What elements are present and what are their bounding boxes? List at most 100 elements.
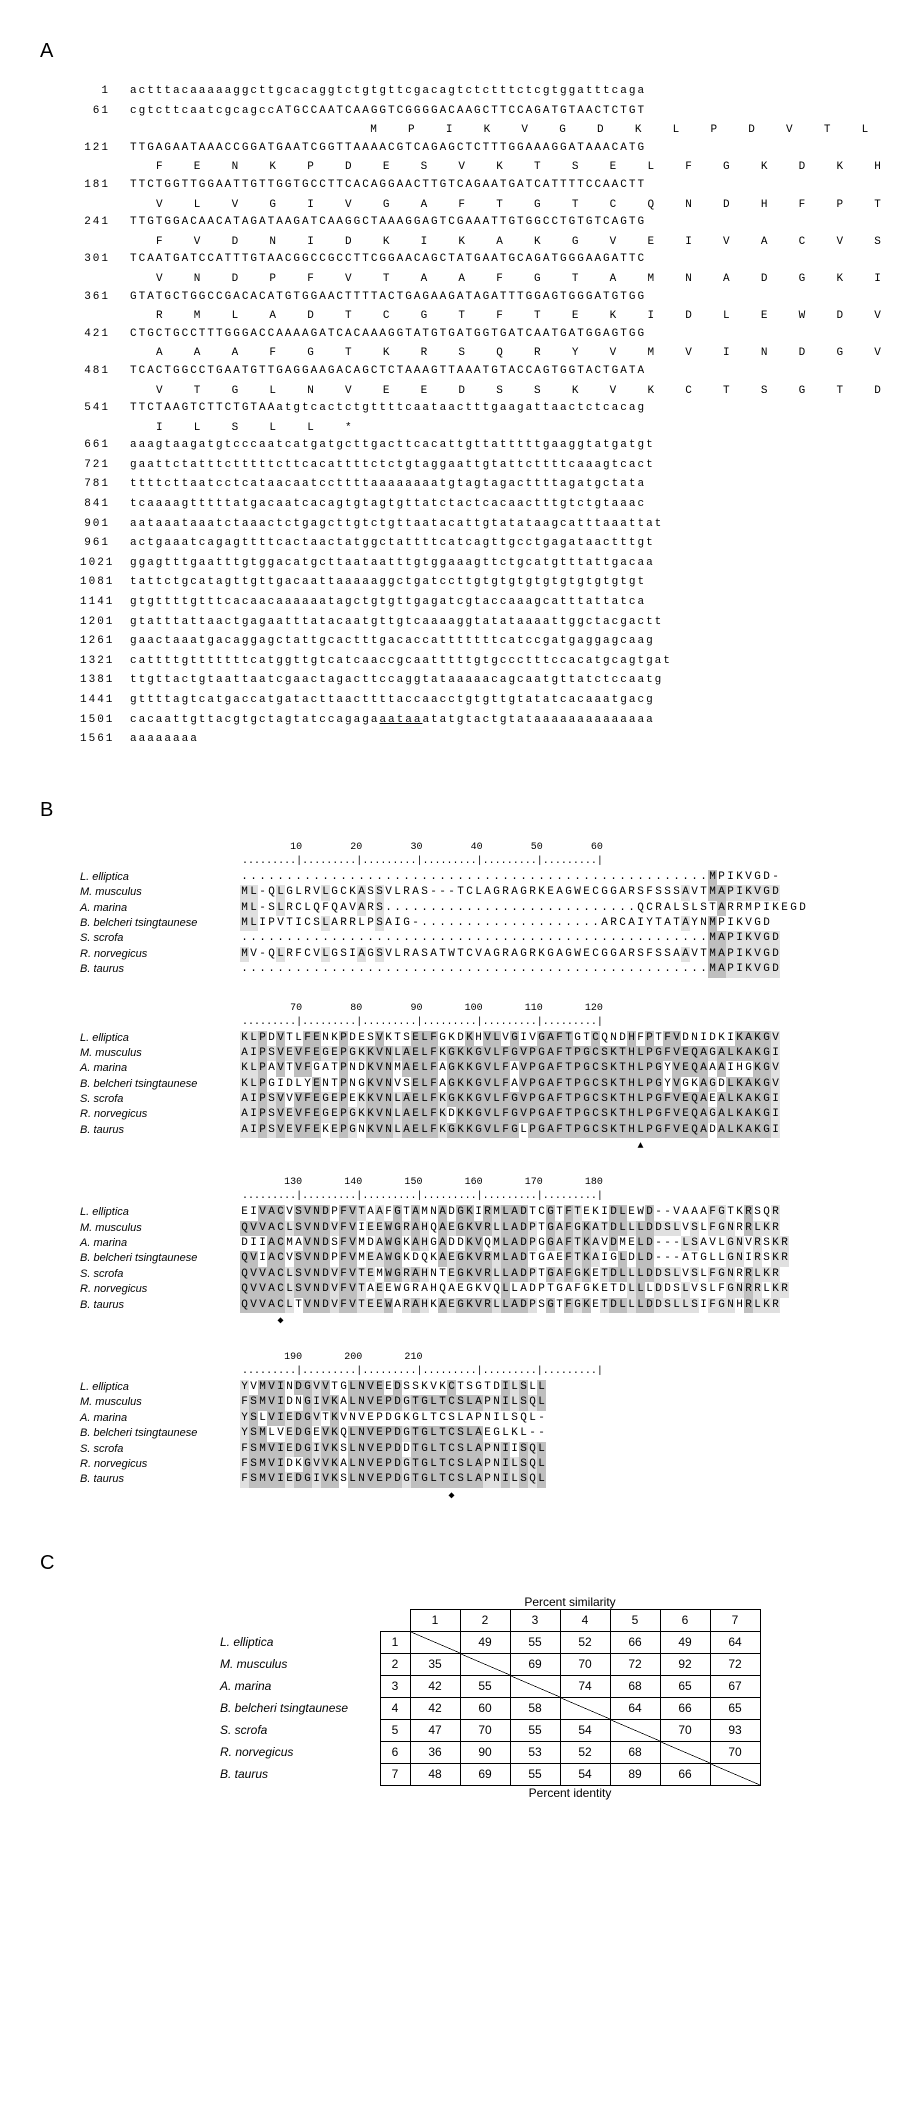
nucleotide-sequence: TTGTGGACAACATAGATAAGATCAAGGCTAAAGGAGTCGA…	[130, 214, 646, 232]
matrix-cell: 74	[560, 1675, 610, 1697]
sequence-position: 961	[80, 535, 130, 553]
species-name: R. norvegicus	[80, 947, 240, 962]
sequence-row: 1441gttttagtcatgaccatgatacttaacttttaccaa…	[80, 692, 884, 710]
sequence-row: 301TCAATGATCCATTTGTAACGGCCGCCTTCGGAACAGC…	[80, 251, 884, 269]
alignment-row: S. scrofaFSMVIEDGIVKSLNVEPDDTGLTCSLAPNII…	[80, 1442, 884, 1457]
row-index: 6	[380, 1741, 410, 1763]
alignment-block-3: 130 140 150 160 170 180 .........|......…	[80, 1177, 884, 1327]
aligned-sequence: QVVACLTVNDVFVTEEWARAHKAEGKVRLLADPSGTFGKE…	[240, 1298, 780, 1313]
species-name: B. belcheri tsingtaunese	[220, 1697, 380, 1719]
amino-acid-translation: F E N K P D E S V K T S E L F G K D K H	[150, 159, 884, 177]
aligned-sequence: DIIACMAVNDSFVMDAWGKAHGADDKVQMLADPGGAFTKA…	[240, 1236, 789, 1251]
aligned-sequence: AIPSVVVFEGEPEKKVNLAELFKGKKGVLFGVPGAFTPGC…	[240, 1092, 780, 1107]
matrix-cell: 49	[460, 1631, 510, 1653]
matrix-cell: 70	[560, 1653, 610, 1675]
matrix-cell: 54	[560, 1719, 610, 1741]
sequence-position: 301	[80, 251, 130, 269]
matrix-cell	[410, 1631, 460, 1653]
matrix-cell: 66	[660, 1697, 710, 1719]
aligned-sequence: KLPAVTVFGATPNDKVNMAELFAGKKGVLFAVPGAFTPGC…	[240, 1061, 780, 1076]
matrix-cell: 42	[410, 1675, 460, 1697]
alignment-block-1: 10 20 30 40 50 60 .........|.........|..…	[80, 842, 884, 978]
sequence-row: 361GTATGCTGGCCGACACATGTGGAACTTTTACTGAGAA…	[80, 289, 884, 307]
species-name: L. elliptica	[220, 1631, 380, 1653]
table-row: B. taurus7486955548966	[220, 1763, 760, 1785]
sequence-row: 781ttttcttaatcctcataacaatccttttaaaaaaaat…	[80, 476, 884, 494]
alignment-row: S. scrofaQVVACLSVNDVFVTEMWGRAHNTEGKVRLLA…	[80, 1267, 884, 1282]
sequence-row: 241TTGTGGACAACATAGATAAGATCAAGGCTAAAGGAGT…	[80, 214, 884, 232]
amino-acid-translation: F V D N I D K I K A K G V E I V A C V S	[150, 234, 884, 252]
alignment-ruler: .........|.........|.........|.........|…	[240, 1191, 603, 1203]
species-name: M. musculus	[80, 1046, 240, 1061]
species-name: R. norvegicus	[80, 1457, 240, 1472]
matrix-cell: 70	[710, 1741, 760, 1763]
sequence-position: 241	[80, 214, 130, 232]
aligned-sequence: FSMVIDKGVVKALNVEPDGTGLTCSLAPNILSQL	[240, 1457, 546, 1472]
amino-acid-translation: I L S L L *	[150, 420, 884, 438]
nucleotide-sequence: CTGCTGCCTTTGGGACCAAAAGATCACAAAGGTATGTGAT…	[130, 326, 646, 344]
nucleotide-sequence: tattctgcatagttgttgacaattaaaaaggctgatcctt…	[130, 574, 646, 592]
nucleotide-sequence: gtatttattaactgagaatttatacaatgttgtcaaaagg…	[130, 614, 663, 632]
alignment-row: R. norvegicusQVVACLSVNDVFVTAEEWGRAHQAEGK…	[80, 1282, 884, 1297]
nucleotide-sequence: actgaaatcagagttttcactaactatggctattttcatc…	[130, 535, 655, 553]
row-index: 4	[380, 1697, 410, 1719]
alignment-ruler: .........|.........|.........|.........|…	[240, 856, 603, 868]
matrix-cell: 90	[460, 1741, 510, 1763]
alignment-row: B. taurus...............................…	[80, 962, 884, 977]
table-header: 6	[660, 1609, 710, 1631]
species-name: B. taurus	[80, 1472, 240, 1487]
species-name: M. musculus	[80, 1395, 240, 1410]
alignment-row: A. marinaYSLVIEDGVTKVNVEPDGKGLTCSLAPNILS…	[80, 1411, 884, 1426]
matrix-cell: 55	[510, 1631, 560, 1653]
matrix-cell	[610, 1719, 660, 1741]
species-name: A. marina	[80, 1236, 240, 1251]
aligned-sequence: ML-SLRCLQFQAVARS........................…	[240, 901, 807, 916]
alignment-row: B. taurusQVVACLTVNDVFVTEEWARAHKAEGKVRLLA…	[80, 1298, 884, 1313]
percent-identity-label: Percent identity	[380, 1786, 760, 1800]
nucleotide-sequence: gaattctatttctttttcttcacattttctctgtaggaat…	[130, 457, 655, 475]
nucleotide-sequence: tcaaaagtttttatgacaatcacagtgtagtgttatctac…	[130, 496, 646, 514]
matrix-cell: 70	[460, 1719, 510, 1741]
species-name: R. norvegicus	[80, 1107, 240, 1122]
aligned-sequence: KLPDVTLFENKPDESVKTSELFGKDKHVLVGIVGAFTGTC…	[240, 1031, 780, 1046]
matrix-cell: 93	[710, 1719, 760, 1741]
matrix-cell: 64	[610, 1697, 660, 1719]
nucleotide-sequence: TTCTAAGTCTTCTGTAAatgtcactctgttttcaataact…	[130, 400, 646, 418]
alignment-marker: ▲	[80, 1140, 884, 1152]
species-name: S. scrofa	[220, 1719, 380, 1741]
alignment-row: A. marinaML-SLRCLQFQAVARS...............…	[80, 901, 884, 916]
row-index: 2	[380, 1653, 410, 1675]
nucleotide-sequence: ttttcttaatcctcataacaatccttttaaaaaaaatgta…	[130, 476, 646, 494]
alignment-row: M. musculusQVVACLSVNDVFVIEEWGRAHQAEGKVRL…	[80, 1221, 884, 1236]
sequence-row: 1381ttgttactgtaattaatcgaactagacttccaggta…	[80, 672, 884, 690]
table-header: 5	[610, 1609, 660, 1631]
aligned-sequence: YSLVIEDGVTKVNVEPDGKGLTCSLAPNILSQL-	[240, 1411, 546, 1426]
species-name: S. scrofa	[80, 1267, 240, 1282]
matrix-cell: 35	[410, 1653, 460, 1675]
table-row: B. belcheri tsingtaunese4426058646665	[220, 1697, 760, 1719]
species-name: M. musculus	[220, 1653, 380, 1675]
matrix-cell: 65	[710, 1697, 760, 1719]
aligned-sequence: QVVACLSVNDVFVIEEWGRAHQAEGKVRLLADPTGAFGKA…	[240, 1221, 780, 1236]
matrix-cell: 66	[610, 1631, 660, 1653]
matrix-cell: 65	[660, 1675, 710, 1697]
matrix-cell: 72	[710, 1653, 760, 1675]
alignment-block-2: 70 80 90 100 110 120 .........|.........…	[80, 1003, 884, 1153]
species-name: L. elliptica	[80, 870, 240, 885]
aligned-sequence: AIPSVEVFEKEPGNKVNLAELFKGKKGVLFGLPGAFTPGC…	[240, 1123, 780, 1138]
matrix-cell: 58	[510, 1697, 560, 1719]
sequence-position: 661	[80, 437, 130, 455]
matrix-cell: 72	[610, 1653, 660, 1675]
sequence-row: 721gaattctatttctttttcttcacattttctctgtagg…	[80, 457, 884, 475]
matrix-cell: 48	[410, 1763, 460, 1785]
aligned-sequence: MLIPVTICSLARRLPSAIG-....................…	[240, 916, 771, 931]
matrix-cell: 89	[610, 1763, 660, 1785]
matrix-cell: 49	[660, 1631, 710, 1653]
aligned-sequence: ........................................…	[240, 870, 780, 885]
sequence-row: 421CTGCTGCCTTTGGGACCAAAAGATCACAAAGGTATGT…	[80, 326, 884, 344]
sequence-row: 541TTCTAAGTCTTCTGTAAatgtcactctgttttcaata…	[80, 400, 884, 418]
matrix-cell: 55	[460, 1675, 510, 1697]
alignment-row: L. ellipticaYVMVINDGVVTGLNVEEDSSKVKCTSGT…	[80, 1380, 884, 1395]
species-name: B. taurus	[220, 1763, 380, 1785]
alignment-row: R. norvegicusMV-QLRFCVLGSIAGSVLRASATWTCV…	[80, 947, 884, 962]
